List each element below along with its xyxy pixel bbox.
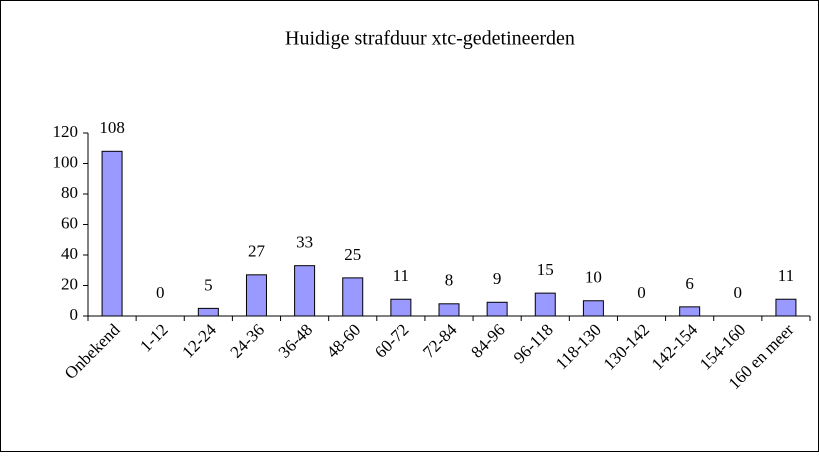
data-label: 8	[445, 271, 454, 290]
y-tick-label: 60	[61, 213, 78, 232]
bar	[582, 300, 604, 317]
bar	[294, 265, 316, 317]
data-label: 9	[493, 269, 502, 288]
data-label: 6	[685, 274, 694, 293]
data-label: 0	[637, 283, 646, 302]
data-label: 25	[344, 245, 361, 264]
data-label: 0	[734, 283, 743, 302]
y-tick-label: 120	[53, 122, 79, 141]
data-label: 15	[537, 260, 554, 279]
bar	[486, 301, 508, 317]
bar	[342, 277, 364, 317]
y-tick-label: 80	[61, 183, 78, 202]
y-tick-label: 20	[61, 274, 78, 293]
bar	[245, 274, 267, 317]
bar	[679, 306, 701, 317]
y-tick-label: 100	[53, 152, 79, 171]
bar	[197, 307, 219, 317]
bar	[390, 298, 412, 317]
bar	[775, 298, 797, 317]
chart-title: Huidige strafduur xtc-gedetineerden	[285, 28, 575, 50]
data-label: 11	[393, 266, 409, 285]
y-tick-label: 0	[70, 305, 79, 324]
data-label: 0	[156, 283, 165, 302]
bar	[101, 150, 123, 317]
data-label: 10	[585, 268, 602, 287]
data-label: 11	[778, 266, 794, 285]
data-label: 27	[248, 242, 266, 261]
data-label: 108	[99, 118, 125, 137]
bar	[438, 303, 460, 317]
bar	[534, 292, 556, 317]
data-label: 33	[296, 233, 313, 252]
data-label: 5	[204, 275, 213, 294]
y-tick-label: 40	[61, 244, 78, 263]
